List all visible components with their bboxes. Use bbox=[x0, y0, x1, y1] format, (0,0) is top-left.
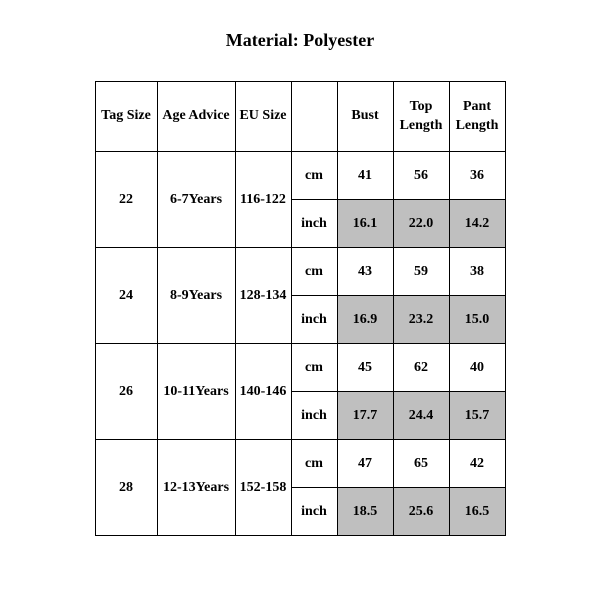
cell-top-cm: 59 bbox=[393, 248, 449, 296]
cell-bust-cm: 45 bbox=[337, 344, 393, 392]
cell-unit-inch: inch bbox=[291, 296, 337, 344]
cell-pant-inch: 16.5 bbox=[449, 488, 505, 536]
col-eu-size: EU Size bbox=[235, 82, 291, 152]
cell-age-advice: 10-11Years bbox=[157, 344, 235, 440]
cell-bust-inch: 16.1 bbox=[337, 200, 393, 248]
size-table: Tag Size Age Advice EU Size Bust Top Len… bbox=[95, 81, 506, 536]
cell-pant-cm: 42 bbox=[449, 440, 505, 488]
cell-pant-cm: 36 bbox=[449, 152, 505, 200]
col-pant-length: Pant Length bbox=[449, 82, 505, 152]
cell-bust-inch: 18.5 bbox=[337, 488, 393, 536]
cell-age-advice: 6-7Years bbox=[157, 152, 235, 248]
cell-top-inch: 22.0 bbox=[393, 200, 449, 248]
cell-bust-cm: 41 bbox=[337, 152, 393, 200]
table-row: 26 10-11Years 140-146 cm 45 62 40 bbox=[95, 344, 505, 392]
cell-eu-size: 140-146 bbox=[235, 344, 291, 440]
cell-pant-inch: 15.0 bbox=[449, 296, 505, 344]
cell-unit-inch: inch bbox=[291, 488, 337, 536]
cell-tag-size: 24 bbox=[95, 248, 157, 344]
cell-unit-cm: cm bbox=[291, 152, 337, 200]
cell-tag-size: 26 bbox=[95, 344, 157, 440]
cell-pant-cm: 38 bbox=[449, 248, 505, 296]
cell-top-inch: 25.6 bbox=[393, 488, 449, 536]
cell-unit-cm: cm bbox=[291, 440, 337, 488]
col-tag-size: Tag Size bbox=[95, 82, 157, 152]
cell-top-inch: 24.4 bbox=[393, 392, 449, 440]
cell-bust-cm: 47 bbox=[337, 440, 393, 488]
cell-tag-size: 28 bbox=[95, 440, 157, 536]
cell-bust-cm: 43 bbox=[337, 248, 393, 296]
col-unit bbox=[291, 82, 337, 152]
header-row: Tag Size Age Advice EU Size Bust Top Len… bbox=[95, 82, 505, 152]
table-row: 22 6-7Years 116-122 cm 41 56 36 bbox=[95, 152, 505, 200]
cell-eu-size: 128-134 bbox=[235, 248, 291, 344]
table-row: 24 8-9Years 128-134 cm 43 59 38 bbox=[95, 248, 505, 296]
cell-age-advice: 8-9Years bbox=[157, 248, 235, 344]
cell-top-cm: 56 bbox=[393, 152, 449, 200]
col-top-length: Top Length bbox=[393, 82, 449, 152]
cell-tag-size: 22 bbox=[95, 152, 157, 248]
table-row: 28 12-13Years 152-158 cm 47 65 42 bbox=[95, 440, 505, 488]
cell-unit-cm: cm bbox=[291, 344, 337, 392]
cell-top-cm: 62 bbox=[393, 344, 449, 392]
cell-bust-inch: 17.7 bbox=[337, 392, 393, 440]
col-bust: Bust bbox=[337, 82, 393, 152]
cell-unit-inch: inch bbox=[291, 200, 337, 248]
cell-pant-inch: 14.2 bbox=[449, 200, 505, 248]
cell-top-cm: 65 bbox=[393, 440, 449, 488]
cell-top-inch: 23.2 bbox=[393, 296, 449, 344]
cell-eu-size: 152-158 bbox=[235, 440, 291, 536]
cell-unit-inch: inch bbox=[291, 392, 337, 440]
cell-eu-size: 116-122 bbox=[235, 152, 291, 248]
page-container: Material: Polyester Tag Size Age Advice … bbox=[0, 0, 600, 600]
page-title: Material: Polyester bbox=[0, 30, 600, 51]
cell-bust-inch: 16.9 bbox=[337, 296, 393, 344]
cell-age-advice: 12-13Years bbox=[157, 440, 235, 536]
cell-unit-cm: cm bbox=[291, 248, 337, 296]
cell-pant-inch: 15.7 bbox=[449, 392, 505, 440]
cell-pant-cm: 40 bbox=[449, 344, 505, 392]
col-age-advice: Age Advice bbox=[157, 82, 235, 152]
